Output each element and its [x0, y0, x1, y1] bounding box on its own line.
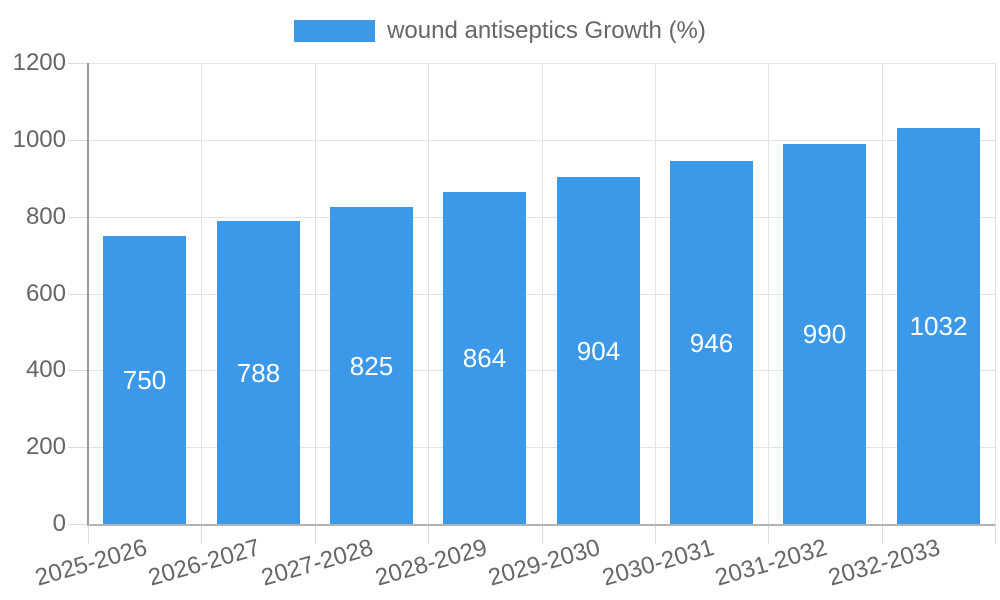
- bar-value-label: 864: [462, 343, 507, 373]
- legend[interactable]: wound antiseptics Growth (%): [0, 17, 1000, 45]
- x-tick-mark: [655, 524, 656, 544]
- gridline-h: [88, 370, 995, 371]
- y-tick-mark: [68, 140, 88, 141]
- bar-2028-2029[interactable]: [443, 192, 526, 524]
- gridline-v: [201, 63, 202, 524]
- bar-value-label: 750: [122, 365, 167, 395]
- x-tick-mark: [882, 524, 883, 544]
- y-tick-label: 0: [52, 510, 66, 537]
- gridline-h: [88, 140, 995, 141]
- bar-value-label: 904: [576, 336, 621, 366]
- legend-swatch: [294, 20, 376, 42]
- bar-value-label: 788: [236, 358, 281, 388]
- y-tick-mark: [68, 294, 88, 295]
- bar-2027-2028[interactable]: [330, 207, 413, 524]
- gridline-v: [315, 63, 316, 524]
- gridline-h: [88, 294, 995, 295]
- x-tick-mark: [201, 524, 202, 544]
- bar-2030-2031[interactable]: [670, 161, 753, 524]
- y-axis-line: [87, 63, 89, 525]
- x-axis-line: [87, 524, 995, 526]
- x-tick-mark: [88, 524, 89, 544]
- bar-2029-2030[interactable]: [557, 177, 640, 524]
- gridline-h: [88, 217, 995, 218]
- bar-2031-2032[interactable]: [783, 144, 866, 524]
- bar-2032-2033[interactable]: [897, 128, 980, 524]
- bar-value-label: 1032: [909, 311, 968, 341]
- bar-2025-2026[interactable]: [103, 236, 186, 524]
- x-tick-mark: [428, 524, 429, 544]
- y-tick-mark: [68, 524, 88, 525]
- bar-value-label: 825: [349, 351, 394, 381]
- y-tick-label: 200: [25, 433, 66, 460]
- y-tick-label: 600: [25, 280, 66, 307]
- bar-2026-2027[interactable]: [217, 221, 300, 524]
- gridline-h: [88, 447, 995, 448]
- gridline-v: [542, 63, 543, 524]
- x-tick-mark: [768, 524, 769, 544]
- y-tick-mark: [68, 370, 88, 371]
- x-tick-mark: [995, 524, 996, 544]
- gridline-v: [768, 63, 769, 524]
- bar-value-label: 946: [689, 328, 734, 358]
- x-tick-mark: [542, 524, 543, 544]
- gridline-v: [882, 63, 883, 524]
- gridline-h: [88, 63, 995, 64]
- y-tick-label: 1200: [12, 49, 66, 76]
- y-tick-mark: [68, 217, 88, 218]
- y-tick-label: 800: [25, 203, 66, 230]
- gridline-v: [428, 63, 429, 524]
- y-tick-mark: [68, 447, 88, 448]
- bar-value-label: 990: [802, 319, 847, 349]
- x-tick-mark: [315, 524, 316, 544]
- gridline-v: [995, 63, 996, 524]
- y-tick-label: 400: [25, 356, 66, 383]
- y-tick-mark: [68, 63, 88, 64]
- gridline-v: [655, 63, 656, 524]
- y-tick-label: 1000: [12, 126, 66, 153]
- legend-label: wound antiseptics Growth (%): [387, 17, 706, 44]
